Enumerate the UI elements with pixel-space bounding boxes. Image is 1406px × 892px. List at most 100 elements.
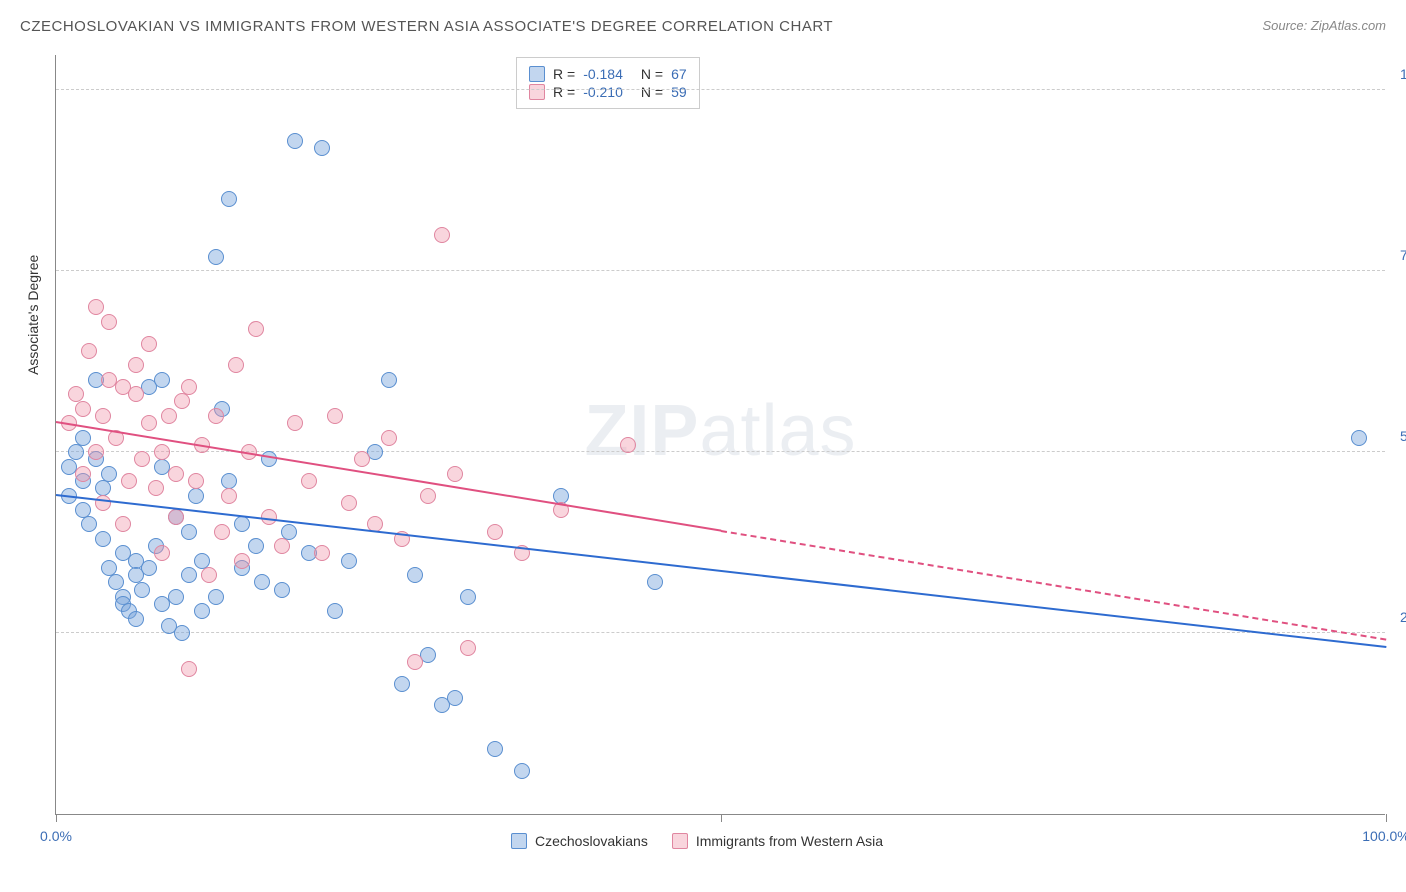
trendline-series1 [56,494,1386,648]
scatter-point-series2 [221,488,237,504]
series-legend: Czechoslovakians Immigrants from Western … [511,833,883,849]
scatter-point-series2 [407,654,423,670]
scatter-point-series2 [228,357,244,373]
scatter-point-series2 [234,553,250,569]
scatter-point-series1 [254,574,270,590]
scatter-point-series1 [95,531,111,547]
scatter-point-series2 [354,451,370,467]
scatter-point-series1 [134,582,150,598]
ytick-label: 100.0% [1390,66,1406,82]
gridline [56,270,1385,271]
scatter-point-series1 [188,488,204,504]
scatter-point-series2 [95,495,111,511]
scatter-point-series1 [460,589,476,605]
xtick-label: 100.0% [1362,828,1406,844]
scatter-point-series2 [75,401,91,417]
scatter-point-series1 [248,538,264,554]
scatter-point-series2 [434,227,450,243]
legend-row: R =-0.210N =59 [529,84,687,100]
scatter-point-series2 [161,408,177,424]
scatter-point-series2 [148,480,164,496]
scatter-point-series2 [75,466,91,482]
y-axis-label: Associate's Degree [25,255,41,375]
scatter-point-series1 [181,567,197,583]
chart-container: CZECHOSLOVAKIAN VS IMMIGRANTS FROM WESTE… [0,0,1406,892]
scatter-point-series1 [261,451,277,467]
scatter-point-series2 [101,314,117,330]
scatter-point-series2 [154,444,170,460]
scatter-point-series2 [168,466,184,482]
chart-source: Source: ZipAtlas.com [1262,18,1386,33]
plot-area: ZIPatlas R =-0.184N =67R =-0.210N =59 Cz… [55,55,1385,815]
scatter-point-series1 [168,589,184,605]
scatter-point-series2 [460,640,476,656]
scatter-point-series1 [194,603,210,619]
scatter-point-series2 [327,408,343,424]
scatter-point-series1 [208,249,224,265]
scatter-point-series1 [221,191,237,207]
scatter-point-series1 [287,133,303,149]
scatter-point-series2 [208,408,224,424]
scatter-point-series1 [174,625,190,641]
scatter-point-series1 [487,741,503,757]
scatter-point-series2 [154,545,170,561]
legend-label: Czechoslovakians [535,833,648,849]
scatter-point-series1 [208,589,224,605]
ytick-label: 75.0% [1390,247,1406,263]
scatter-point-series1 [128,611,144,627]
watermark: ZIPatlas [584,389,856,471]
scatter-point-series1 [68,444,84,460]
scatter-point-series1 [314,140,330,156]
legend-item: Czechoslovakians [511,833,648,849]
scatter-point-series2 [274,538,290,554]
scatter-point-series2 [214,524,230,540]
xtick [721,814,722,822]
gridline [56,632,1385,633]
scatter-point-series2 [620,437,636,453]
scatter-point-series1 [381,372,397,388]
scatter-point-series2 [341,495,357,511]
scatter-point-series2 [181,379,197,395]
scatter-point-series1 [75,430,91,446]
scatter-point-series2 [121,473,137,489]
legend-swatch [529,84,545,100]
scatter-point-series2 [134,451,150,467]
scatter-point-series1 [101,466,117,482]
legend-swatch [511,833,527,849]
xtick-label: 0.0% [40,828,72,844]
scatter-point-series2 [314,545,330,561]
scatter-point-series1 [181,524,197,540]
scatter-point-series2 [168,509,184,525]
scatter-point-series2 [188,473,204,489]
gridline [56,89,1385,90]
xtick [56,814,57,822]
scatter-point-series2 [88,299,104,315]
legend-swatch [672,833,688,849]
scatter-point-series2 [128,386,144,402]
scatter-point-series2 [115,516,131,532]
scatter-point-series1 [1351,430,1367,446]
scatter-point-series1 [81,516,97,532]
xtick [1386,814,1387,822]
chart-title: CZECHOSLOVAKIAN VS IMMIGRANTS FROM WESTE… [20,18,833,35]
scatter-point-series2 [420,488,436,504]
scatter-point-series1 [447,690,463,706]
scatter-point-series2 [447,466,463,482]
scatter-point-series2 [287,415,303,431]
legend-swatch [529,66,545,82]
scatter-point-series2 [128,357,144,373]
scatter-point-series2 [81,343,97,359]
scatter-point-series2 [174,393,190,409]
trendline-series2-dashed [721,530,1386,641]
scatter-point-series2 [181,661,197,677]
scatter-point-series1 [141,560,157,576]
scatter-point-series2 [95,408,111,424]
scatter-point-series2 [248,321,264,337]
scatter-point-series1 [394,676,410,692]
scatter-point-series1 [407,567,423,583]
scatter-point-series2 [381,430,397,446]
scatter-point-series2 [487,524,503,540]
scatter-point-series1 [514,763,530,779]
scatter-point-series1 [647,574,663,590]
legend-item: Immigrants from Western Asia [672,833,883,849]
